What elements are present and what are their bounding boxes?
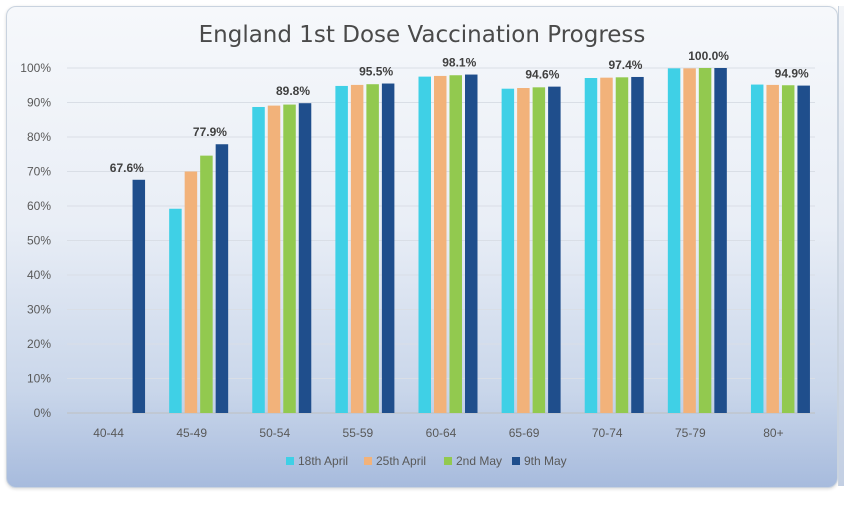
bar-55-59-2nd-may	[366, 84, 379, 413]
bar-80+-25th-april	[766, 84, 779, 413]
x-category-label: 55-59	[343, 426, 374, 440]
x-category-label: 80+	[763, 426, 783, 440]
bar-50-54-2nd-may	[283, 104, 296, 413]
bar-70-74-25th-april	[600, 77, 613, 413]
legend-swatch	[286, 457, 294, 465]
y-tick-label: 10%	[27, 372, 51, 386]
y-tick-label: 30%	[27, 303, 51, 317]
data-label: 89.8%	[276, 84, 310, 98]
bar-60-64-18th-april	[418, 76, 431, 413]
legend-label: 2nd May	[456, 454, 502, 468]
bar-70-74-2nd-may	[615, 77, 629, 413]
bar-70-74-9th-may	[631, 76, 644, 413]
x-category-label: 65-69	[509, 426, 540, 440]
x-category-label: 70-74	[592, 426, 623, 440]
chart-card: England 1st Dose Vaccination Progress 0%…	[6, 6, 838, 488]
data-label: 95.5%	[359, 65, 393, 79]
y-tick-label: 100%	[20, 61, 51, 75]
x-category-label: 50-54	[259, 426, 290, 440]
x-category-label: 60-64	[426, 426, 457, 440]
bar-50-54-18th-april	[252, 106, 265, 414]
bar-55-59-25th-april	[350, 84, 364, 413]
bar-45-49-18th-april	[169, 208, 182, 413]
data-label: 94.9%	[775, 67, 809, 81]
adjacent-panel-edge	[838, 6, 844, 486]
y-tick-label: 60%	[27, 199, 51, 213]
bar-75-79-9th-may	[714, 68, 727, 413]
y-tick-label: 20%	[27, 337, 51, 351]
legend-swatch	[444, 457, 452, 465]
bar-80+-9th-may	[797, 85, 810, 413]
data-label: 77.9%	[193, 125, 227, 139]
x-category-label: 40-44	[93, 426, 124, 440]
bars	[132, 68, 810, 414]
legend-label: 25th April	[376, 454, 426, 468]
bar-50-54-25th-april	[267, 105, 281, 413]
bar-65-69-18th-april	[501, 88, 515, 413]
legend: 18th April 25th April 2nd May 9th May	[286, 454, 567, 468]
bar-70-74-18th-april	[584, 78, 598, 413]
y-tick-label: 80%	[27, 130, 51, 144]
bar-45-49-9th-may	[215, 144, 229, 413]
bar-60-64-25th-april	[434, 75, 447, 413]
chart-title: England 1st Dose Vaccination Progress	[199, 22, 646, 48]
y-tick-label: 50%	[27, 234, 51, 248]
bar-75-79-2nd-may	[698, 68, 712, 413]
bar-55-59-9th-may	[381, 83, 395, 414]
bar-65-69-25th-april	[517, 88, 530, 413]
bar-75-79-18th-april	[667, 68, 681, 413]
data-label: 67.6%	[110, 161, 144, 175]
bar-45-49-2nd-may	[200, 155, 213, 413]
bar-55-59-18th-april	[335, 85, 348, 413]
legend-swatch	[512, 457, 520, 465]
bar-60-64-9th-may	[465, 74, 478, 414]
data-label: 100.0%	[688, 49, 729, 63]
y-axis-ticks: 0% 10% 20% 30% 40% 50% 60% 70% 80% 90% 100%	[20, 61, 51, 420]
x-category-label: 45-49	[176, 426, 207, 440]
x-category-label: 75-79	[675, 426, 706, 440]
bar-80+-2nd-may	[781, 85, 795, 413]
data-label: 94.6%	[525, 68, 559, 82]
bar-65-69-9th-may	[548, 86, 561, 413]
y-tick-label: 90%	[27, 96, 51, 110]
bar-80+-18th-april	[750, 84, 764, 413]
legend-swatch	[364, 457, 372, 465]
data-label: 97.4%	[608, 58, 642, 72]
y-tick-label: 40%	[27, 268, 51, 282]
y-tick-label: 0%	[34, 406, 52, 420]
x-axis-categories: 40-44 45-49 50-54 55-59 60-64 65-69 70-74 75-79…	[93, 426, 783, 440]
data-labels: 67.6% 77.9% 89.8% 95.5% 98.1% 94.6% 97.4% 100.0…	[110, 49, 809, 175]
bar-45-49-25th-april	[184, 171, 198, 413]
y-tick-label: 70%	[27, 165, 51, 179]
bar-chart: England 1st Dose Vaccination Progress 0%…	[20, 22, 815, 468]
data-label: 98.1%	[442, 56, 476, 70]
legend-label: 9th May	[524, 454, 567, 468]
bar-50-54-9th-may	[298, 103, 312, 413]
bar-75-79-25th-april	[683, 68, 696, 413]
legend-label: 18th April	[298, 454, 348, 468]
bar-65-69-2nd-may	[532, 87, 546, 413]
bar-40-44-9th-may	[132, 179, 146, 413]
bar-60-64-2nd-may	[449, 75, 462, 414]
